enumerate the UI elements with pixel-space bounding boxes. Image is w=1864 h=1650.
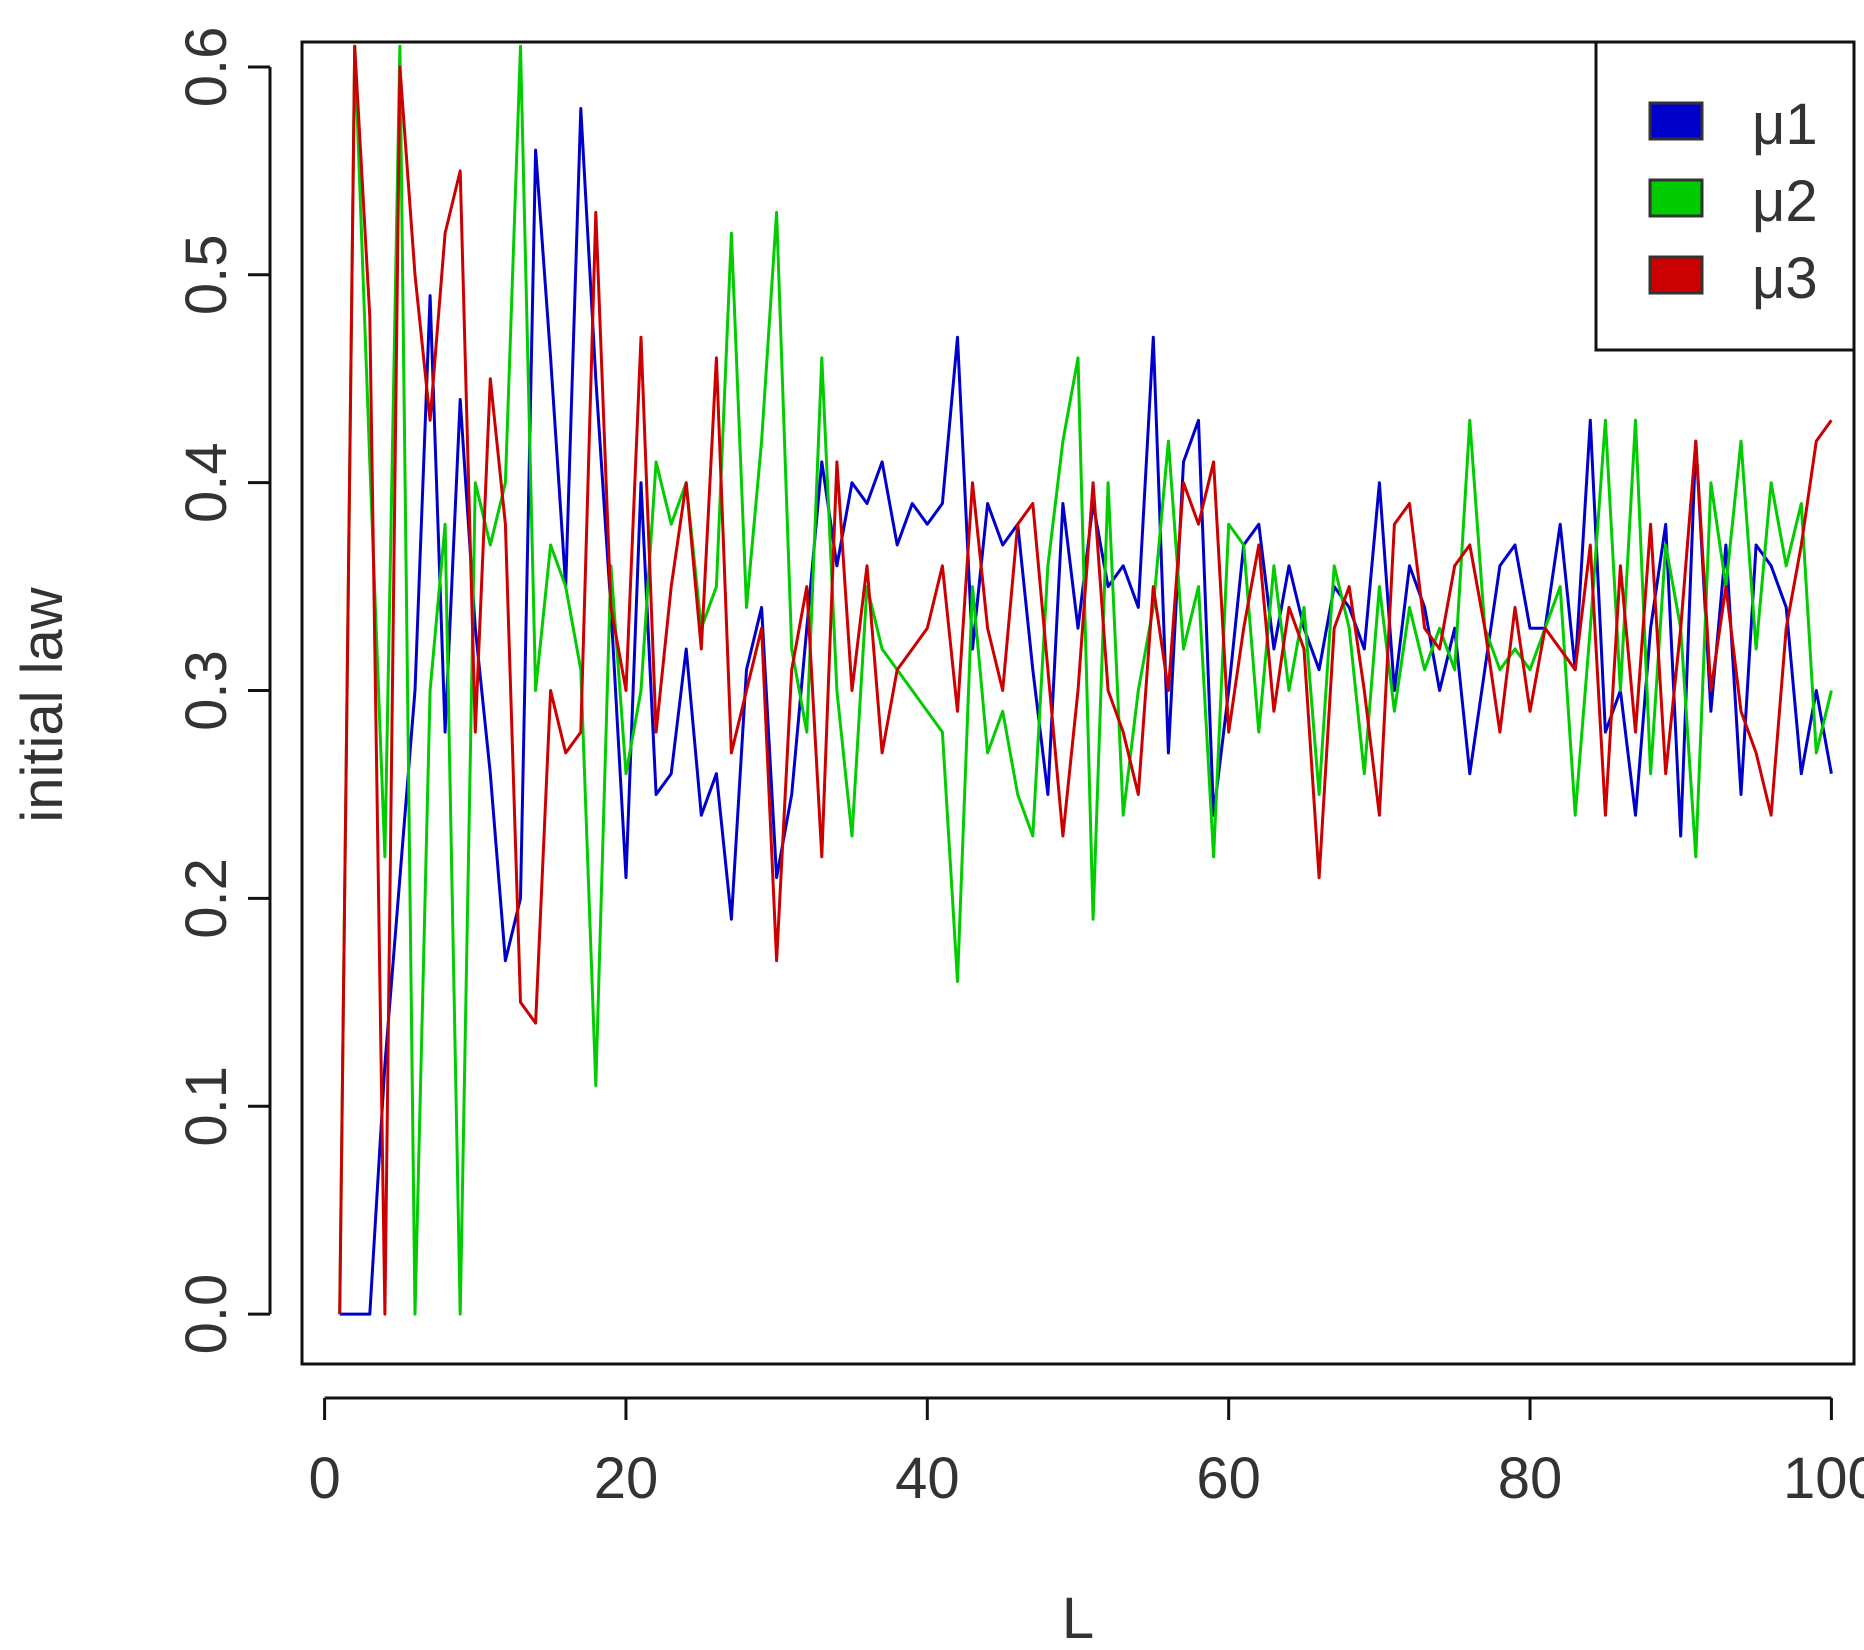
legend-box [1594, 40, 1856, 352]
x-tick-label: 80 [1498, 1446, 1563, 1511]
series-line-mu1 [339, 107, 1833, 1316]
y-tick-label: 0.5 [174, 234, 239, 315]
legend-label-mu3: μ3 [1752, 246, 1818, 311]
legend-swatch-mu2 [1648, 178, 1704, 218]
y-tick-label: 0.4 [174, 442, 239, 523]
legend-swatch-mu3 [1648, 255, 1704, 295]
x-tick-label: 20 [594, 1446, 659, 1511]
y-tick-label: 0.2 [174, 858, 239, 939]
x-axis: 0 20 40 60 80 100 [308, 1396, 1864, 1511]
y-tick-label: 0.3 [174, 650, 239, 731]
series-line-mu3 [338, 44, 1833, 1316]
legend-label-mu1: μ1 [1752, 92, 1818, 157]
plot-frame [300, 40, 1856, 1366]
legend-swatch-mu1 [1648, 101, 1704, 141]
x-tick-label: 60 [1196, 1446, 1261, 1511]
y-axis: 0.0 0.1 0.2 0.3 0.4 0.5 0.6 [174, 27, 272, 1355]
series-line-mu2 [338, 44, 1833, 1316]
x-axis-title: L [1062, 1586, 1094, 1650]
y-axis-title: initial law [10, 586, 75, 822]
series-layer [338, 44, 1833, 1316]
x-tick-label: 40 [895, 1446, 960, 1511]
legend: μ1 μ2 μ3 [1594, 40, 1856, 352]
x-tick-label: 100 [1783, 1446, 1864, 1511]
y-tick-label: 0.0 [174, 1274, 239, 1355]
y-tick-label: 0.1 [174, 1066, 239, 1147]
y-tick-label: 0.6 [174, 27, 239, 108]
x-tick-label: 0 [308, 1446, 340, 1511]
legend-label-mu2: μ2 [1752, 169, 1818, 234]
